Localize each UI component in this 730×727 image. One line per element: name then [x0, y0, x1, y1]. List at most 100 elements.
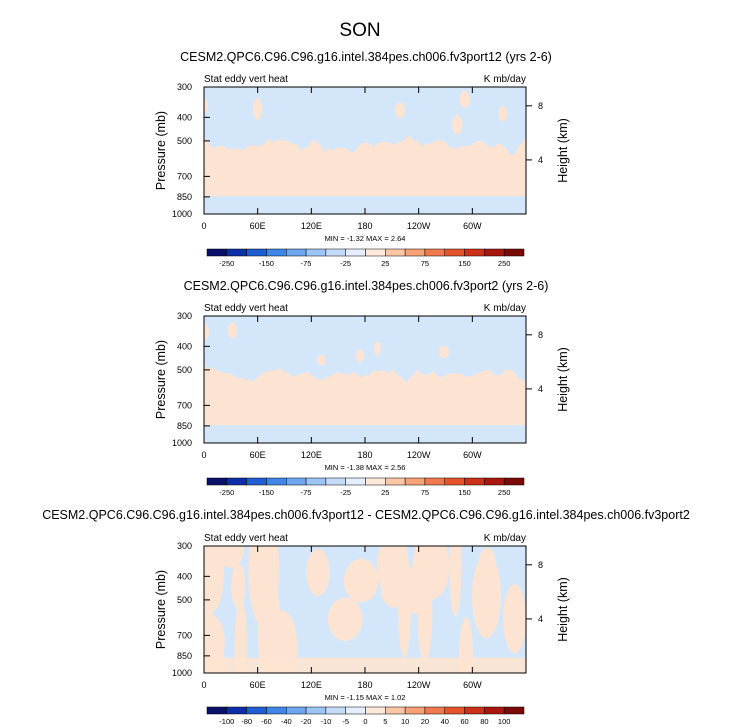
x-tick-label: 120E: [301, 680, 322, 690]
y2-tick-label: 8: [538, 560, 543, 570]
colorbar-label: -25: [340, 259, 351, 268]
colorbar-swatch: [503, 477, 525, 486]
colorbar-label: 150: [458, 488, 471, 497]
y2-axis-title: Height (km): [556, 347, 570, 412]
colorbar-swatch: [246, 706, 267, 715]
chart-panel-1: CESM2.QPC6.C96.C96.g16.intel.384pes.ch00…: [154, 50, 570, 268]
y2-axis-title: Height (km): [556, 577, 570, 642]
colorbar-swatch: [325, 706, 346, 715]
colorbar-swatch: [404, 706, 426, 715]
colorbar-label: -75: [301, 259, 312, 268]
colorbar-label: -150: [259, 488, 274, 497]
x-tick-label: 60W: [463, 221, 482, 231]
colorbar-label: 10: [401, 717, 409, 726]
positive-spot: [355, 349, 365, 362]
positive-blob: [503, 584, 526, 654]
positive-spot: [204, 323, 210, 341]
colorbar-label: -10: [320, 717, 331, 726]
right-label: K mb/day: [484, 533, 526, 544]
left-label: Stat eddy vert heat: [204, 74, 288, 85]
right-label: K mb/day: [484, 303, 526, 314]
colorbar-swatch: [365, 706, 386, 715]
colorbar-swatch: [385, 248, 406, 257]
positive-blob: [327, 597, 363, 642]
y-tick-label: 300: [177, 311, 192, 321]
colorbar-label: 250: [498, 259, 511, 268]
x-tick-label: 60E: [250, 450, 266, 460]
y-axis-title: Pressure (mb): [154, 570, 168, 649]
colorbar-label: 20: [421, 717, 429, 726]
min-max-stats: MIN = -1.38 MAX = 2.56: [325, 463, 406, 472]
colorbar-swatch: [345, 248, 366, 257]
positive-blob: [471, 554, 501, 639]
positive-blob: [231, 563, 246, 609]
colorbar-swatch: [286, 706, 307, 715]
positive-spot: [253, 98, 262, 120]
colorbar-swatch: [226, 477, 247, 486]
colorbar-label: 5: [383, 717, 387, 726]
positive-band: [204, 657, 526, 673]
x-tick-label: 0: [201, 221, 206, 231]
colorbar-swatch: [286, 477, 307, 486]
colorbar-swatch: [305, 248, 327, 257]
positive-blob: [204, 546, 225, 614]
x-tick-label: 0: [201, 680, 206, 690]
positive-blob: [343, 558, 379, 603]
colorbar-label: 0: [363, 717, 367, 726]
colorbar-label: 25: [381, 259, 389, 268]
colorbar-label: -80: [241, 717, 252, 726]
colorbar-label: 75: [421, 259, 429, 268]
chart-title: CESM2.QPC6.C96.C96.g16.intel.384pes.ch00…: [184, 279, 549, 293]
right-label: K mb/day: [484, 74, 526, 85]
positive-spot: [374, 341, 381, 356]
y-axis-title: Pressure (mb): [154, 111, 168, 190]
colorbar-label: 60: [460, 717, 468, 726]
y-tick-label: 700: [177, 400, 192, 410]
y2-tick-label: 4: [538, 155, 543, 165]
positive-spot: [204, 98, 209, 113]
y-tick-label: 700: [177, 630, 192, 640]
positive-blob: [418, 546, 444, 591]
colorbar-swatch: [503, 706, 525, 715]
y-tick-label: 850: [177, 421, 192, 431]
colorbar-swatch: [266, 706, 287, 715]
x-tick-label: 60W: [463, 680, 482, 690]
colorbar-label: 40: [441, 717, 449, 726]
x-tick-label: 60E: [250, 680, 266, 690]
positive-blob: [449, 546, 462, 617]
y-tick-label: 850: [177, 192, 192, 202]
colorbar-swatch: [503, 248, 525, 257]
y-tick-label: 300: [177, 541, 192, 551]
colorbar-label: 150: [458, 259, 471, 268]
colorbar-swatch: [464, 706, 485, 715]
colorbar-swatch: [464, 248, 485, 257]
min-max-stats: MIN = -1.32 MAX = 2.64: [325, 234, 406, 243]
positive-spot: [451, 115, 463, 135]
positive-spot: [227, 322, 238, 339]
positive-blob: [234, 600, 248, 673]
chart-panel-3: CESM2.QPC6.C96.C96.g16.intel.384pes.ch00…: [42, 508, 690, 726]
colorbar-swatch: [246, 477, 267, 486]
colorbar-label: -60: [261, 717, 272, 726]
positive-spot: [394, 102, 406, 119]
positive-region: [204, 135, 526, 197]
colorbar-swatch: [484, 477, 505, 486]
colorbar-label: -250: [219, 259, 234, 268]
x-tick-label: 120W: [407, 450, 431, 460]
colorbar-swatch: [424, 248, 445, 257]
x-tick-label: 60W: [463, 450, 482, 460]
colorbar-swatch: [484, 248, 505, 257]
colorbar-label: -5: [342, 717, 349, 726]
positive-blob: [216, 546, 245, 568]
colorbar-swatch: [305, 706, 327, 715]
colorbar-label: 100: [498, 717, 511, 726]
colorbar-swatch: [266, 477, 287, 486]
y-tick-label: 1000: [172, 668, 192, 678]
colorbar-label: -75: [301, 488, 312, 497]
colorbar-swatch: [365, 477, 386, 486]
x-tick-label: 180: [357, 450, 372, 460]
colorbar-swatch: [424, 477, 445, 486]
x-tick-label: 120E: [301, 450, 322, 460]
colorbar-label: -40: [281, 717, 292, 726]
colorbar-label: 80: [480, 717, 488, 726]
